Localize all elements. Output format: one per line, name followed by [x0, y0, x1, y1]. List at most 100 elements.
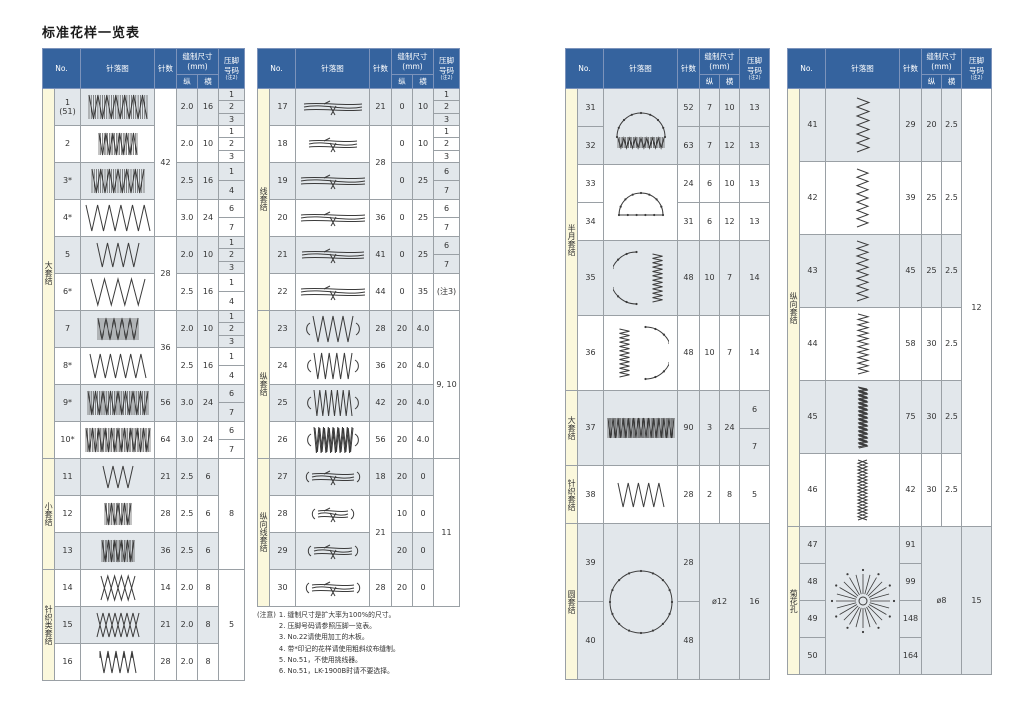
halfmoon-left-stitch-icon	[612, 247, 669, 309]
table-row: 5 28 2.0 10 1	[43, 235, 245, 311]
category-label: 大套结	[42, 88, 55, 459]
stitch-count: 21	[369, 494, 392, 570]
stitch-diagram-cell	[603, 315, 678, 391]
bartack-stitch-icon	[96, 130, 140, 158]
note-line: 5. No.51，不使用挑线器。	[278, 655, 362, 664]
header-no: No.	[42, 48, 81, 89]
table-row: 13 36 2.5 6	[43, 531, 245, 570]
size-horizontal: 2.5	[941, 234, 962, 308]
table-row: 7	[258, 217, 460, 237]
size-vertical: 25	[921, 234, 942, 308]
category-label: 菊花孔	[787, 526, 800, 675]
size-horizontal: 24	[197, 383, 219, 422]
stitch-count: 29	[899, 88, 922, 162]
table-row: 7	[258, 180, 460, 200]
table-row: 15 21 2.0 8	[43, 605, 245, 644]
table-row: 针织套结 38 28 2 8 5	[565, 465, 770, 524]
size-vertical: 20	[391, 457, 413, 496]
bartack-stitch-icon	[95, 315, 141, 343]
stitch-diagram-cell	[295, 531, 370, 570]
stitch-diagram-cell	[825, 453, 900, 527]
stitch-diagram-cell	[80, 346, 155, 385]
stitch-diagram-cell	[603, 240, 678, 316]
presser-foot-no: 1	[218, 346, 245, 367]
size-horizontal: 6	[197, 531, 219, 570]
stitch-count: 21	[154, 605, 177, 644]
size-horizontal: 16	[197, 161, 219, 200]
pattern-table-2: No. 针落图 针数 缝制尺寸 (mm) 压脚 号码 (注2) 纵横线套结 17 21 0 10 1 2 3 1…	[257, 48, 460, 607]
category-label: 小套结	[42, 457, 55, 570]
stitch-diagram-cell	[80, 420, 155, 459]
pattern-no: 28	[269, 494, 296, 533]
pattern-no: 25	[269, 383, 296, 422]
header-horizontal: 横	[197, 74, 219, 89]
pattern-no: 34	[577, 202, 604, 241]
header-vertical: 纵	[391, 74, 413, 89]
table-row: 纵套结 23 28 20 4.0 9, 10	[257, 309, 460, 459]
table-row: 针织类套结 14 14 2.0 8 5	[42, 568, 245, 681]
pattern-no: 2	[54, 124, 81, 163]
size-horizontal: 8	[197, 642, 219, 681]
table-row: 26 56 20 4.0	[258, 420, 460, 459]
size-horizontal: 24	[197, 198, 219, 237]
notes-lines: 1. 缝制尺寸是扩大率为100%的尺寸。 2. 压脚号码请参照压脚一览表。 3.…	[279, 610, 400, 677]
presser-foot-no: 6	[433, 198, 460, 219]
note-line: 6. No.51，LK-1900B时请不要选择。	[278, 667, 394, 676]
table-row: 3	[43, 112, 245, 126]
circle-stitch-icon	[606, 567, 676, 637]
size-vertical: 2.0	[176, 235, 198, 274]
table-row: 10* 64 3.0 24 6	[43, 420, 245, 459]
header-horizontal: 横	[719, 74, 740, 89]
size-vertical: 6	[699, 164, 720, 203]
stitch-count: 28	[154, 494, 177, 533]
table-row: 8* 2.5 16 1	[43, 346, 245, 385]
category-label: 线套结	[257, 88, 270, 311]
table-row: 3	[43, 334, 245, 348]
presser-foot-no: 12	[961, 88, 992, 527]
size-horizontal: 4.0	[412, 420, 434, 459]
stitch-diagram-cell	[80, 531, 155, 570]
presser-foot-no: 14	[739, 240, 770, 316]
stitch-count: 48	[677, 315, 700, 391]
stitch-count: 48	[677, 240, 700, 316]
size-vertical: 2.0	[176, 605, 198, 644]
table-row: 4* 3.0 24 6	[43, 198, 245, 237]
table-row: 25 42 20 4.0	[258, 383, 460, 422]
presser-foot-no: 8	[218, 457, 245, 570]
presser-foot-no: 2	[433, 137, 460, 151]
stitch-diagram-cell	[295, 346, 370, 385]
stitch-count: 148	[899, 600, 922, 638]
stitch-diagram-cell	[295, 88, 370, 126]
size-vertical: 20	[391, 383, 413, 422]
presser-foot-no: 2	[218, 322, 245, 336]
pattern-no: 47	[799, 526, 826, 564]
size-horizontal: 0	[412, 457, 434, 496]
table-row: 2	[258, 100, 460, 114]
size-vertical: 10	[699, 240, 720, 316]
table-row: 32 63 7 12 13	[566, 126, 770, 165]
stitch-diagram-cell	[80, 235, 155, 274]
pattern-no: 1 (51)	[54, 88, 81, 126]
table-row: 线套结 17 21 0 10 1	[257, 87, 460, 311]
table-row: 40 48	[566, 601, 770, 680]
presser-foot-no: 7	[433, 180, 460, 200]
pattern-no: 30	[269, 568, 296, 607]
note-line: 1. 缝制尺寸是扩大率为100%的尺寸。	[278, 611, 396, 619]
table-row: 菊花孔 47 91 ø8 15	[787, 526, 992, 675]
stitch-diagram-cell	[295, 383, 370, 422]
stitch-count: 28	[369, 309, 392, 348]
size-horizontal: 25	[412, 198, 434, 237]
stitch-count: 28	[369, 124, 392, 200]
stitch-diagram-cell	[295, 235, 370, 274]
pattern-no: 50	[799, 637, 826, 675]
pattern-no: 33	[577, 164, 604, 203]
presser-foot-no: 6	[433, 235, 460, 256]
table-row: 半月套结 31 52 7 10 13	[565, 88, 770, 391]
zigzag-stitch-icon	[83, 202, 153, 234]
size-vertical: 10	[391, 494, 413, 533]
header-diagram: 针落图	[295, 48, 370, 89]
pattern-no: 8*	[54, 346, 81, 385]
stitch-diagram-cell	[80, 198, 155, 237]
size-vertical: 20	[921, 88, 942, 162]
header-stitches: 针数	[899, 48, 922, 89]
